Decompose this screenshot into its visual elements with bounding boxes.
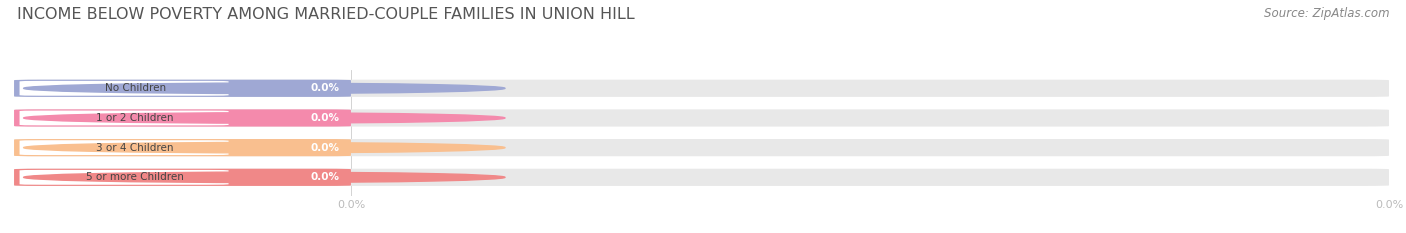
Circle shape (24, 142, 505, 153)
FancyBboxPatch shape (20, 170, 229, 185)
FancyBboxPatch shape (20, 140, 229, 155)
FancyBboxPatch shape (14, 139, 352, 156)
FancyBboxPatch shape (14, 80, 1389, 97)
Text: 0.0%: 0.0% (311, 83, 340, 93)
Text: No Children: No Children (104, 83, 166, 93)
FancyBboxPatch shape (14, 169, 352, 186)
Text: Source: ZipAtlas.com: Source: ZipAtlas.com (1264, 7, 1389, 20)
Text: 5 or more Children: 5 or more Children (86, 172, 184, 182)
Text: 0.0%: 0.0% (311, 143, 340, 153)
Circle shape (24, 113, 505, 123)
Text: 0.0%: 0.0% (311, 113, 340, 123)
FancyBboxPatch shape (14, 109, 1389, 127)
FancyBboxPatch shape (20, 81, 229, 96)
FancyBboxPatch shape (14, 139, 1389, 156)
Text: 0.0%: 0.0% (311, 172, 340, 182)
Circle shape (24, 172, 505, 182)
FancyBboxPatch shape (20, 110, 229, 125)
FancyBboxPatch shape (14, 169, 1389, 186)
FancyBboxPatch shape (14, 80, 352, 97)
Circle shape (24, 83, 505, 93)
Text: 1 or 2 Children: 1 or 2 Children (97, 113, 174, 123)
Text: 3 or 4 Children: 3 or 4 Children (97, 143, 174, 153)
Text: INCOME BELOW POVERTY AMONG MARRIED-COUPLE FAMILIES IN UNION HILL: INCOME BELOW POVERTY AMONG MARRIED-COUPL… (17, 7, 634, 22)
FancyBboxPatch shape (14, 109, 352, 127)
